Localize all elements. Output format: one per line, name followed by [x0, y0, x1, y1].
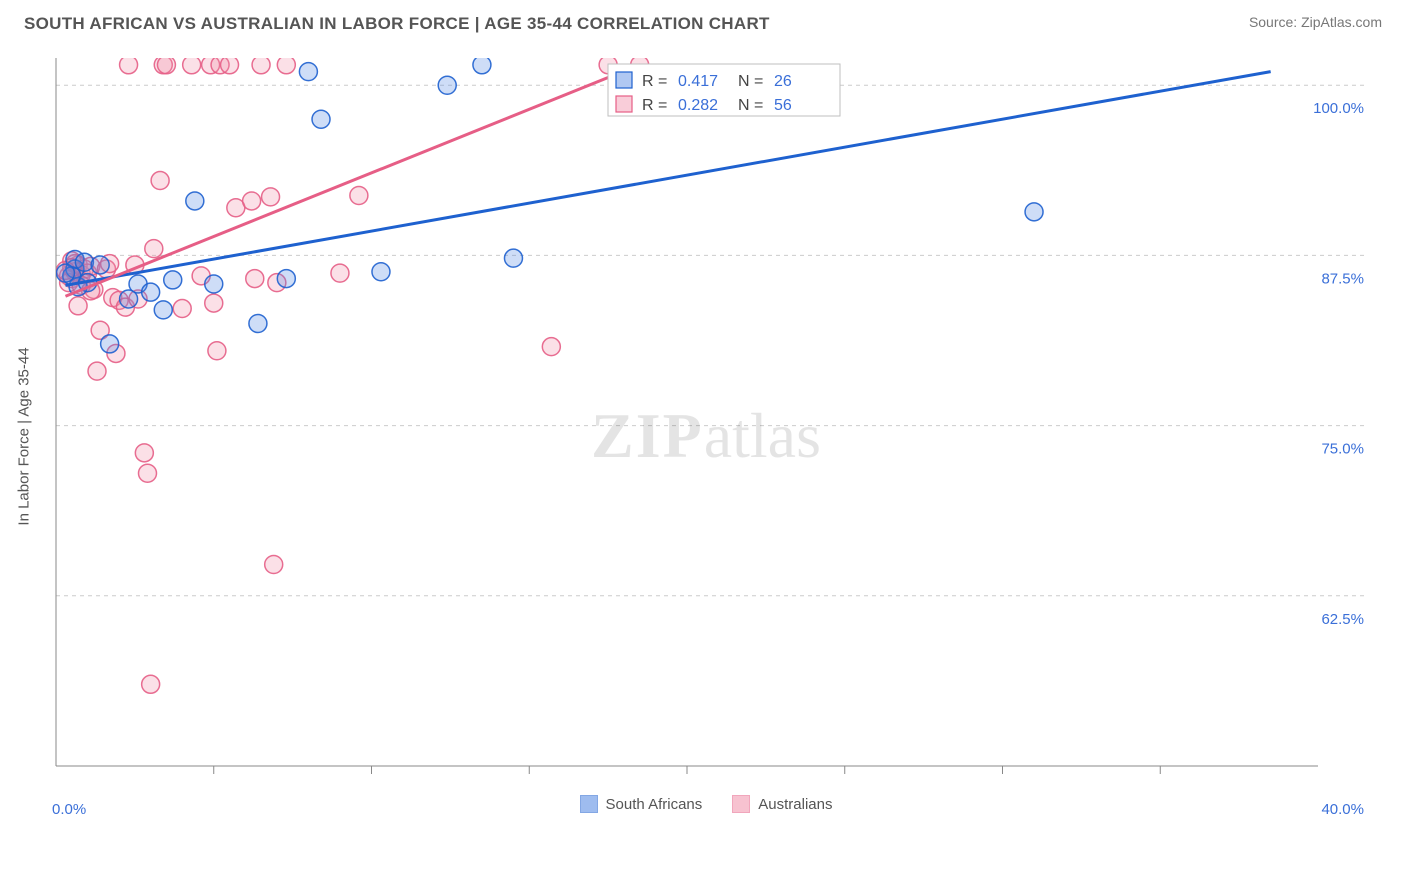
south_africans-point	[205, 275, 223, 293]
australians-point	[183, 56, 201, 74]
legend-swatch	[616, 96, 632, 112]
south_africans-point	[1025, 203, 1043, 221]
australians-point	[542, 338, 560, 356]
australians-point	[135, 444, 153, 462]
south_africans-point	[75, 253, 93, 271]
legend-r-value: 0.282	[678, 97, 718, 114]
australians-point	[142, 675, 160, 693]
y-tick-label: 62.5%	[1321, 611, 1364, 628]
bottom-legend-item: South Africans	[580, 795, 703, 813]
legend-swatch	[732, 795, 750, 813]
australians-point	[221, 56, 239, 74]
australians-point	[350, 187, 368, 205]
south_africans-point	[299, 63, 317, 81]
y-tick-label: 87.5%	[1321, 270, 1364, 287]
australians-point	[138, 464, 156, 482]
legend-n-value: 26	[774, 73, 792, 90]
australians-point	[265, 555, 283, 573]
legend-n-label: N =	[738, 73, 763, 90]
australians-point	[246, 270, 264, 288]
australians-point	[262, 188, 280, 206]
south_africans-point	[504, 249, 522, 267]
australians-point	[173, 300, 191, 318]
chart-title: SOUTH AFRICAN VS AUSTRALIAN IN LABOR FOR…	[24, 14, 770, 33]
legend-r-value: 0.417	[678, 73, 718, 90]
australians-point	[120, 56, 138, 74]
south_africans-point	[372, 263, 390, 281]
legend-swatch	[616, 72, 632, 88]
australians-point	[252, 56, 270, 74]
legend-label: South Africans	[606, 796, 703, 813]
south_africans-point	[101, 335, 119, 353]
legend-swatch	[580, 795, 598, 813]
plot-area: 62.5%75.0%87.5%100.0%0.0%40.0%R =0.417N …	[46, 52, 1366, 820]
chart-root: SOUTH AFRICAN VS AUSTRALIAN IN LABOR FOR…	[0, 0, 1406, 892]
australians-point	[151, 172, 169, 190]
south_africans-point	[312, 110, 330, 128]
south_africans-point	[438, 76, 456, 94]
australians-point	[243, 192, 261, 210]
australians-point	[205, 294, 223, 312]
legend-n-label: N =	[738, 97, 763, 114]
south_africans-point	[186, 192, 204, 210]
y-tick-label: 100.0%	[1313, 100, 1364, 117]
south_africans-point	[154, 301, 172, 319]
south_africans-point	[473, 56, 491, 74]
australians-point	[277, 56, 295, 74]
south_africans-point	[164, 271, 182, 289]
title-row: SOUTH AFRICAN VS AUSTRALIAN IN LABOR FOR…	[24, 14, 1382, 38]
australians-point	[69, 297, 87, 315]
south_africans-point	[142, 283, 160, 301]
australians-point	[88, 362, 106, 380]
australians-point	[145, 240, 163, 258]
australians-point	[331, 264, 349, 282]
south_africans-point	[56, 264, 74, 282]
bottom-legend: South Africans Australians	[46, 790, 1366, 818]
y-axis-title: In Labor Force | Age 35-44	[16, 347, 33, 525]
y-axis-title-container: In Labor Force | Age 35-44	[12, 52, 36, 820]
legend-label: Australians	[758, 796, 832, 813]
legend-r-label: R =	[642, 73, 667, 90]
legend-n-value: 56	[774, 97, 792, 114]
australians-point	[208, 342, 226, 360]
bottom-legend-item: Australians	[732, 795, 832, 813]
clipped-content	[56, 56, 1270, 694]
south_africans-point	[91, 256, 109, 274]
australians-point	[157, 56, 175, 74]
plot-svg: 62.5%75.0%87.5%100.0%0.0%40.0%R =0.417N …	[46, 52, 1366, 820]
south_africans-point	[277, 270, 295, 288]
y-tick-label: 75.0%	[1321, 441, 1364, 458]
south_africans-point	[249, 315, 267, 333]
source-label: Source: ZipAtlas.com	[1249, 14, 1382, 30]
legend-r-label: R =	[642, 97, 667, 114]
